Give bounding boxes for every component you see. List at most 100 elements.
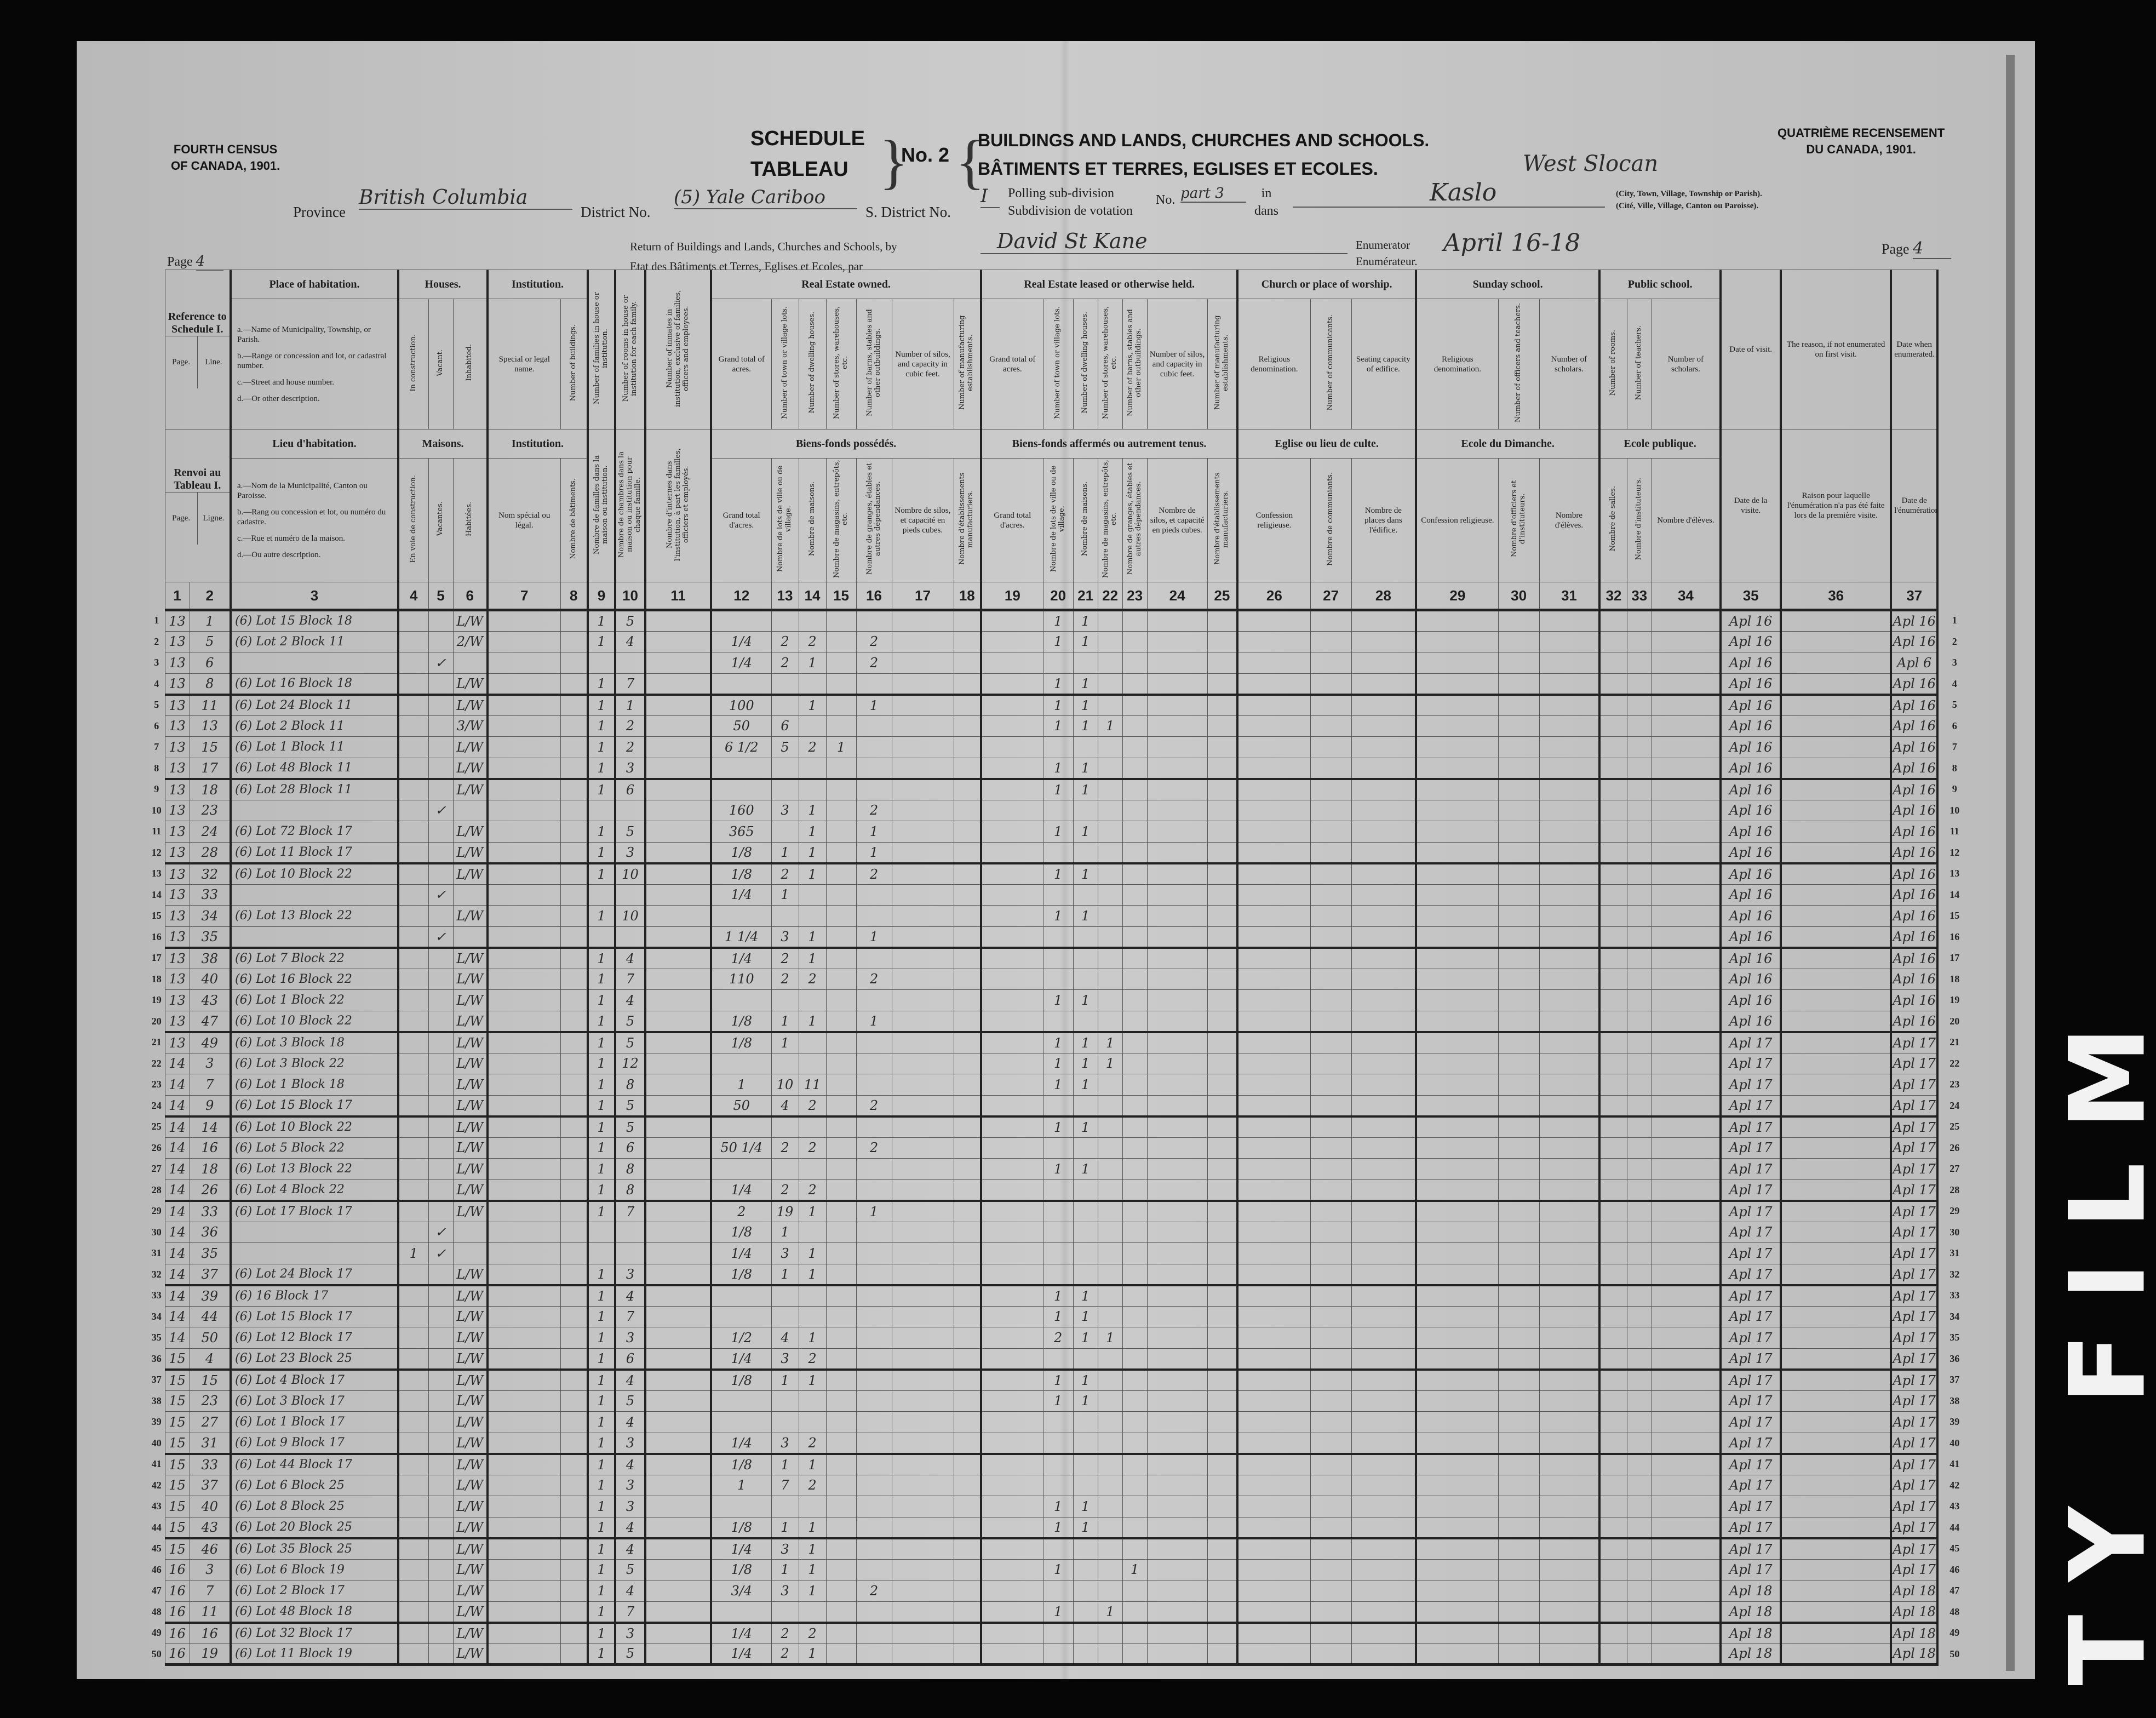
place-description-item: b.—Range or concession and lot, or cadas… <box>237 351 387 370</box>
cell-col-11 <box>645 1263 712 1286</box>
cell-col-25 <box>1207 1516 1239 1539</box>
cell-col-2: 6 <box>189 652 232 674</box>
cell-col-13: 2 <box>771 1137 799 1159</box>
cell-col-32 <box>1599 1432 1627 1455</box>
cell-col-25 <box>1207 1052 1239 1074</box>
cell-col-24 <box>1146 863 1208 885</box>
cell-col-32 <box>1599 1242 1627 1264</box>
cell-col-37: Apl 16 <box>1890 905 1939 927</box>
cell-col-18 <box>953 1580 983 1602</box>
cell-col-19 <box>980 1348 1043 1371</box>
cell-col-32 <box>1599 947 1627 969</box>
column-number-21: 21 <box>1073 582 1098 611</box>
cell-col-22 <box>1097 1179 1123 1202</box>
cell-col-4 <box>398 1474 429 1496</box>
cell-col-20 <box>1042 1179 1074 1202</box>
cell-col-8 <box>560 884 589 906</box>
cell-col-18 <box>953 1137 983 1159</box>
cell-col-35: Apl 17 <box>1720 1116 1782 1138</box>
cell-col-10: 5 <box>615 1032 646 1053</box>
cell-col-37: Apl 17 <box>1890 1074 1939 1096</box>
table-row: 2 13 5 (6) Lot 2 Block 11 2/W 1 4 1/4 2 2 2 1 1 Apl 1… <box>148 631 1970 652</box>
cell-col-16 <box>856 1622 892 1644</box>
cell-col-31 <box>1539 673 1601 696</box>
cell-col-12 <box>710 757 772 780</box>
cell-col-36 <box>1780 1622 1893 1644</box>
cell-col-35: Apl 17 <box>1720 1200 1782 1222</box>
cell-col-35: Apl 17 <box>1720 1074 1782 1096</box>
cell-col-19 <box>980 1095 1043 1118</box>
cell-col-37: Apl 17 <box>1890 1305 1939 1327</box>
cell-col-16 <box>856 610 892 632</box>
cell-col-31 <box>1539 1369 1601 1391</box>
line-number: 36 <box>151 1353 162 1364</box>
place-of-habitation-cell: (6) Lot 24 Block 11 <box>230 694 399 716</box>
cell-col-24 <box>1146 757 1208 780</box>
cell-col-7 <box>487 1010 561 1033</box>
cell-col-9 <box>587 652 616 674</box>
cell-col-31 <box>1539 1474 1601 1496</box>
cell-col-2: 15 <box>189 1369 232 1391</box>
cell-col-18 <box>953 947 983 969</box>
cell-col-11 <box>645 652 712 674</box>
column-header-16: Number of barns, stables and other outbu… <box>856 299 892 430</box>
cell-col-13: 1 <box>771 884 799 906</box>
cell-col-11 <box>645 926 712 949</box>
cell-col-9: 1 <box>587 1095 616 1118</box>
cell-col-34 <box>1651 1242 1722 1264</box>
cell-col-31 <box>1539 1285 1601 1307</box>
cell-col-31 <box>1539 1580 1601 1602</box>
cell-col-10: 3 <box>615 1474 646 1496</box>
line-number: 7 <box>154 741 159 753</box>
place-of-habitation-cell: (6) Lot 5 Block 22 <box>230 1137 399 1159</box>
cell-col-36 <box>1780 799 1893 821</box>
cell-col-17 <box>891 1052 954 1074</box>
cell-col-28 <box>1351 1095 1418 1118</box>
cell-col-26 <box>1237 1580 1311 1602</box>
cell-col-1: 14 <box>164 1242 190 1264</box>
cell-col-18 <box>953 1179 983 1202</box>
column-header-8: Nombre de bâtiments. <box>560 458 589 582</box>
cell-col-17 <box>891 989 954 1011</box>
cell-col-29 <box>1415 1242 1499 1264</box>
cell-col-31 <box>1539 968 1601 990</box>
reference-box: Reference to Schedule I. Page. Line. <box>165 311 228 388</box>
line-number: 45 <box>151 1543 162 1554</box>
cell-col-20: 1 <box>1042 1116 1074 1138</box>
cell-col-8 <box>560 673 589 696</box>
cell-col-18 <box>953 1411 983 1433</box>
cell-col-14: 1 <box>798 1327 827 1349</box>
cell-col-34 <box>1651 610 1722 632</box>
column-header-29: Confession religieuse. <box>1415 458 1499 582</box>
cell-col-1: 14 <box>164 1052 190 1074</box>
cell-col-2: 50 <box>189 1327 232 1349</box>
cell-col-22 <box>1097 947 1123 969</box>
cell-col-10: 5 <box>615 1095 646 1118</box>
cell-col-15 <box>825 1116 857 1138</box>
cell-col-4 <box>398 610 429 632</box>
cell-col-35: Apl 16 <box>1720 926 1782 949</box>
cell-col-23 <box>1122 736 1148 758</box>
cell-col-25 <box>1207 1074 1239 1096</box>
cell-col-19 <box>980 778 1043 800</box>
cell-col-29 <box>1415 1453 1499 1475</box>
cell-col-30 <box>1498 1369 1540 1391</box>
cell-col-5 <box>428 757 454 780</box>
cell-col-5 <box>428 1390 454 1412</box>
edge-spacer <box>1937 270 1970 430</box>
cell-col-32 <box>1599 1010 1627 1033</box>
cell-col-23 <box>1122 1285 1148 1307</box>
cell-col-32 <box>1599 1643 1627 1666</box>
cell-col-17 <box>891 1010 954 1033</box>
cell-col-23 <box>1122 631 1148 652</box>
place-of-habitation-cell: (6) Lot 23 Block 25 <box>230 1348 399 1371</box>
table-row: 50 16 19 (6) Lot 11 Block 19 L/W 1 5 1/4 2 1 Apl 1… <box>148 1643 1970 1666</box>
cell-col-12: 110 <box>710 968 772 990</box>
cell-col-2: 14 <box>189 1116 232 1138</box>
cell-col-23 <box>1122 1116 1148 1138</box>
place-of-habitation-cell: (6) Lot 32 Block 17 <box>230 1622 399 1644</box>
cell-col-32 <box>1599 694 1627 716</box>
cell-col-24 <box>1146 1538 1208 1560</box>
cell-col-22 <box>1097 1496 1123 1517</box>
cell-col-30 <box>1498 1474 1540 1496</box>
